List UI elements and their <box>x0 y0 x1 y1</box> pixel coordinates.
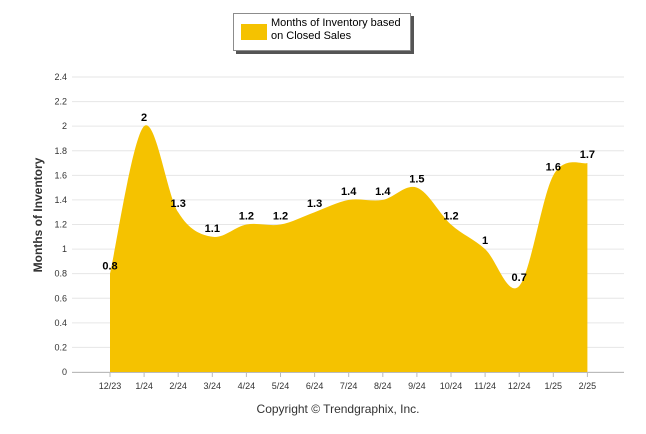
y-tick-label: 0.8 <box>54 269 67 279</box>
data-label: 1.2 <box>239 211 254 223</box>
y-axis-ticks: 0 0.2 0.4 0.6 0.8 1 1.2 1.4 1.6 1.8 2 2.2 2.4 <box>54 72 67 377</box>
data-label: 1.4 <box>341 186 357 198</box>
series-area-path <box>110 125 588 373</box>
data-label: 1.2 <box>273 211 288 223</box>
y-tick-label: 1.2 <box>54 220 67 230</box>
copyright-text: Copyright © Trendgraphix, Inc. <box>256 402 420 416</box>
legend[interactable]: Months of Inventory based on Closed Sale… <box>233 13 411 51</box>
y-axis-title: Months of Inventory <box>31 157 45 273</box>
legend-label-line2: on Closed Sales <box>271 30 352 42</box>
data-label: 1.5 <box>409 174 424 186</box>
x-tick-label: 11/24 <box>474 381 496 391</box>
x-tick-label: 1/24 <box>135 381 153 391</box>
x-tick-label: 7/24 <box>340 381 358 391</box>
x-tick-label: 4/24 <box>238 381 256 391</box>
x-tick-label: 2/24 <box>169 381 187 391</box>
x-tick-label: 6/24 <box>306 381 324 391</box>
y-tick-label: 0.6 <box>54 293 67 303</box>
data-label: 0.7 <box>512 272 527 284</box>
x-axis-ticks: 12/23 1/24 2/24 3/24 4/24 5/24 6/24 7/24 8/24 9/2… <box>99 372 596 391</box>
data-label: 1 <box>482 235 488 247</box>
y-tick-label: 2.4 <box>54 72 67 82</box>
x-tick-label: 8/24 <box>374 381 392 391</box>
x-tick-label: 9/24 <box>408 381 426 391</box>
y-tick-label: 2.2 <box>54 97 67 107</box>
y-tick-label: 0.2 <box>54 342 67 352</box>
legend-label-line1: Months of Inventory based <box>271 17 401 29</box>
y-tick-label: 0 <box>62 367 67 377</box>
data-label: 1.2 <box>443 211 458 223</box>
x-tick-label: 5/24 <box>272 381 290 391</box>
data-label: 1.4 <box>375 186 391 198</box>
y-tick-label: 1.8 <box>54 146 67 156</box>
series-area <box>110 125 588 373</box>
data-label: 1.3 <box>171 198 186 210</box>
x-tick-label: 12/23 <box>99 381 122 391</box>
data-label: 1.1 <box>205 223 220 235</box>
data-label: 1.7 <box>580 149 595 161</box>
data-label: 0.8 <box>102 261 117 273</box>
x-tick-label: 10/24 <box>440 381 463 391</box>
y-tick-label: 2 <box>62 121 67 131</box>
x-tick-label: 12/24 <box>508 381 531 391</box>
x-tick-label: 1/25 <box>545 381 563 391</box>
x-tick-label: 3/24 <box>204 381 222 391</box>
data-label: 1.3 <box>307 198 322 210</box>
y-tick-label: 0.4 <box>54 318 67 328</box>
data-label: 1.6 <box>546 161 561 173</box>
data-labels: 0.8 2 1.3 1.1 1.2 1.2 1.3 1.4 1.4 1.5 1.2 1 0.7 1.6 1.… <box>102 112 595 284</box>
x-tick-label: 2/25 <box>579 381 597 391</box>
legend-swatch <box>241 24 267 40</box>
data-label: 2 <box>141 112 147 124</box>
y-tick-label: 1.4 <box>54 195 67 205</box>
y-tick-label: 1.6 <box>54 170 67 180</box>
legend-label: Months of Inventory based on Closed Sale… <box>271 17 409 43</box>
y-tick-label: 1 <box>62 244 67 254</box>
